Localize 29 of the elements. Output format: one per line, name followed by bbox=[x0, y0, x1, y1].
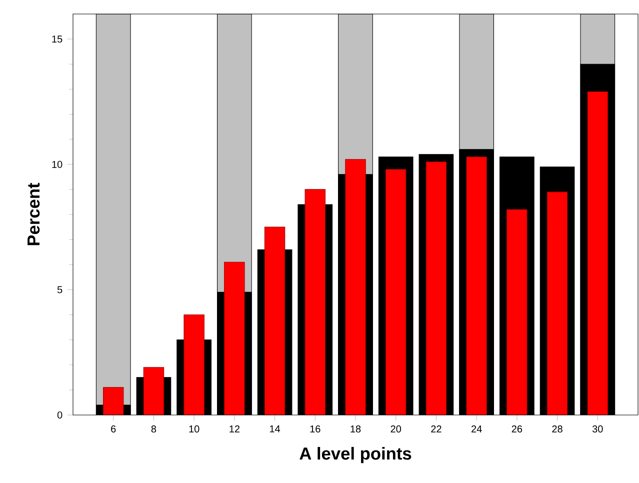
bar bbox=[264, 226, 286, 415]
bar bbox=[546, 192, 568, 415]
x-tick-label: 8 bbox=[151, 425, 156, 432]
x-tick-label: 10 bbox=[189, 425, 200, 432]
x-tick-label: 18 bbox=[350, 425, 361, 432]
bar bbox=[143, 367, 164, 415]
x-tick-label: 12 bbox=[230, 425, 240, 432]
y-tick-label: 5 bbox=[57, 286, 62, 294]
bar bbox=[386, 169, 406, 415]
bar bbox=[224, 262, 245, 415]
bar bbox=[506, 209, 528, 415]
x-axis-title: A level points bbox=[300, 446, 412, 464]
y-tick-label: 10 bbox=[52, 160, 62, 168]
bar bbox=[103, 387, 124, 415]
x-tick-label: 20 bbox=[390, 425, 402, 432]
x-tick-label: 28 bbox=[552, 425, 562, 432]
x-tick-label: 24 bbox=[472, 425, 482, 432]
x-tick-label: 16 bbox=[310, 425, 320, 432]
x-tick-label: 30 bbox=[592, 425, 603, 432]
x-tick-label: 26 bbox=[512, 425, 522, 432]
y-axis-title: Percent bbox=[28, 182, 40, 246]
bar bbox=[345, 159, 366, 415]
bar bbox=[304, 189, 326, 415]
y-tick-label: 0 bbox=[57, 411, 62, 419]
bar bbox=[184, 314, 204, 415]
x-tick-label: 14 bbox=[270, 425, 280, 432]
y-tick-label: 15 bbox=[52, 36, 62, 43]
x-tick-label: 6 bbox=[111, 425, 116, 432]
x-tick-label: 22 bbox=[431, 425, 442, 432]
